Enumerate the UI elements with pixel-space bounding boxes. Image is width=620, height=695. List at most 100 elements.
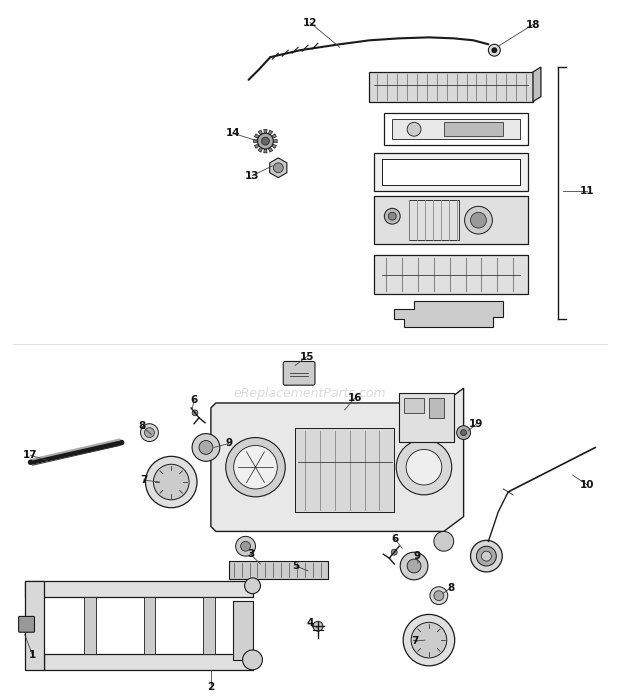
Text: 8: 8 (138, 420, 145, 431)
Circle shape (477, 546, 497, 566)
Text: 9: 9 (225, 439, 232, 448)
Circle shape (199, 441, 213, 455)
Polygon shape (303, 563, 317, 579)
Circle shape (434, 532, 454, 551)
Text: 19: 19 (469, 418, 484, 429)
Circle shape (242, 650, 262, 670)
Bar (229, 561, 328, 579)
Text: 1: 1 (29, 650, 36, 660)
Circle shape (146, 457, 197, 508)
Polygon shape (254, 134, 259, 138)
Bar (143, 596, 156, 654)
Circle shape (153, 464, 189, 500)
Bar (429, 398, 444, 418)
Text: 9: 9 (414, 551, 420, 561)
Polygon shape (258, 147, 262, 152)
Text: 3: 3 (247, 549, 254, 559)
Polygon shape (268, 147, 273, 152)
Circle shape (391, 549, 397, 555)
Bar (409, 200, 459, 240)
Bar (444, 122, 503, 136)
Text: eReplacementParts.com: eReplacementParts.com (234, 386, 386, 400)
Text: 15: 15 (300, 352, 314, 361)
Text: 4: 4 (306, 619, 314, 628)
Polygon shape (264, 149, 267, 153)
Text: 2: 2 (207, 682, 215, 692)
Circle shape (400, 553, 428, 580)
Text: 12: 12 (303, 17, 317, 28)
Bar (392, 120, 520, 139)
Text: 10: 10 (580, 480, 595, 490)
Polygon shape (272, 134, 277, 138)
Bar (374, 197, 528, 244)
Bar (232, 600, 252, 660)
Text: 14: 14 (226, 128, 240, 138)
Polygon shape (270, 158, 287, 178)
Bar (203, 596, 215, 654)
Circle shape (471, 540, 502, 572)
Text: 7: 7 (411, 636, 418, 646)
Text: 8: 8 (447, 582, 454, 593)
Circle shape (411, 622, 447, 658)
Polygon shape (370, 72, 533, 101)
Text: 16: 16 (347, 393, 362, 403)
Circle shape (192, 410, 198, 416)
Polygon shape (264, 129, 267, 133)
Text: 11: 11 (580, 186, 595, 195)
Circle shape (403, 614, 454, 666)
Bar (295, 427, 394, 512)
Polygon shape (258, 130, 262, 135)
Circle shape (241, 541, 250, 551)
Circle shape (257, 133, 273, 149)
Circle shape (141, 424, 158, 441)
Circle shape (306, 567, 314, 575)
Text: 5: 5 (293, 561, 299, 571)
Bar (25, 581, 45, 670)
Circle shape (407, 559, 421, 573)
Bar (399, 393, 454, 443)
Circle shape (407, 122, 421, 136)
Circle shape (457, 426, 471, 439)
Polygon shape (273, 140, 277, 142)
Circle shape (482, 551, 492, 561)
Circle shape (388, 212, 396, 220)
Circle shape (262, 137, 269, 145)
Circle shape (464, 206, 492, 234)
Bar (45, 654, 252, 670)
Text: 6: 6 (190, 395, 198, 405)
Text: 13: 13 (246, 171, 260, 181)
Circle shape (273, 163, 283, 173)
Text: 6: 6 (392, 534, 399, 544)
Circle shape (461, 430, 467, 436)
Bar (404, 398, 424, 413)
Bar (25, 581, 252, 596)
Bar (383, 159, 520, 185)
FancyBboxPatch shape (283, 361, 315, 385)
Circle shape (236, 537, 255, 556)
Bar (374, 255, 528, 294)
Bar (374, 153, 528, 190)
Polygon shape (394, 301, 503, 327)
FancyBboxPatch shape (19, 616, 35, 632)
Circle shape (471, 212, 487, 228)
Polygon shape (254, 140, 257, 142)
Circle shape (245, 578, 260, 594)
Circle shape (406, 450, 442, 485)
Circle shape (384, 208, 400, 224)
Circle shape (489, 44, 500, 56)
Circle shape (492, 47, 497, 54)
Circle shape (434, 591, 444, 600)
Polygon shape (272, 144, 277, 149)
Polygon shape (254, 144, 259, 149)
Text: 18: 18 (526, 19, 540, 29)
Circle shape (226, 438, 285, 497)
Polygon shape (211, 388, 464, 532)
Bar (384, 113, 528, 145)
Circle shape (313, 621, 323, 631)
Circle shape (234, 445, 277, 489)
Polygon shape (533, 67, 541, 101)
Text: 17: 17 (23, 450, 38, 460)
Polygon shape (268, 130, 273, 135)
Circle shape (192, 434, 220, 461)
Circle shape (396, 439, 452, 495)
